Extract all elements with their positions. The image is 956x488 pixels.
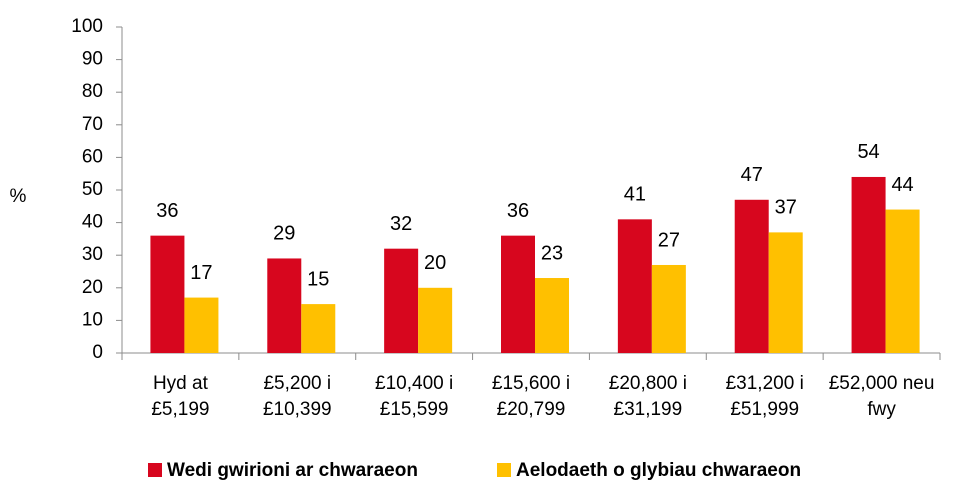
y-tick-label: 40: [82, 212, 103, 233]
y-tick-label: 0: [92, 342, 103, 363]
x-tick-label: £5,200 i: [263, 373, 331, 394]
legend-swatch: [497, 463, 511, 477]
y-tick-label: 10: [82, 309, 103, 330]
y-tick-label: 50: [82, 179, 103, 200]
data-label: 27: [658, 229, 680, 251]
y-tick-label: 100: [71, 16, 103, 37]
x-tick-label: £20,800 i: [609, 373, 687, 394]
bar: [301, 304, 336, 353]
data-label: 36: [507, 200, 529, 222]
bar: [768, 232, 803, 353]
data-label: 41: [624, 184, 646, 206]
y-tick-label: 60: [82, 146, 103, 167]
data-label: 29: [273, 223, 295, 245]
x-tick-label: £15,600 i: [492, 373, 570, 394]
bar: [617, 219, 652, 353]
data-label: 17: [190, 262, 212, 284]
bar: [384, 248, 419, 353]
bar: [885, 209, 920, 353]
y-tick-label: 80: [82, 81, 103, 102]
bar: [535, 278, 569, 353]
data-label: 44: [891, 174, 913, 196]
x-tick-label: £5,199: [151, 399, 209, 420]
legend-label: Wedi gwirioni ar chwaraeon: [167, 460, 418, 481]
x-tick-label: £15,599: [380, 399, 449, 420]
x-tick-label: fwy: [867, 399, 896, 420]
data-label: 20: [424, 252, 446, 274]
x-tick-label: £10,399: [263, 399, 332, 420]
y-tick-label: 90: [82, 49, 103, 70]
data-label: 32: [390, 213, 412, 235]
y-tick-label: 20: [82, 277, 103, 298]
bar: [150, 235, 185, 353]
x-tick-label: £51,999: [730, 399, 799, 420]
x-tick-label: £31,200 i: [726, 373, 804, 394]
bar: [501, 235, 535, 353]
x-tick-label: £20,799: [497, 399, 566, 420]
data-label: 54: [857, 141, 879, 163]
bar: [184, 297, 219, 353]
data-label: 23: [541, 242, 563, 264]
bar: [734, 199, 769, 353]
bar: [651, 264, 686, 353]
x-tick-label: £10,400 i: [375, 373, 453, 394]
bar: [267, 258, 302, 353]
legend-swatch: [148, 463, 162, 477]
bar: [851, 176, 886, 353]
y-tick-label: 30: [82, 244, 103, 265]
x-tick-label: Hyd at: [153, 373, 209, 394]
data-label: 37: [775, 197, 797, 219]
data-label: 15: [307, 268, 329, 290]
bar: [418, 287, 453, 353]
y-axis-label: %: [10, 186, 27, 207]
data-label: 47: [741, 164, 763, 186]
y-tick-label: 70: [82, 114, 103, 135]
x-tick-label: £52,000 neu: [829, 373, 935, 394]
data-label: 36: [156, 200, 178, 222]
legend-label: Aelodaeth o glybiau chwaraeon: [516, 460, 801, 481]
x-tick-label: £31,199: [614, 399, 683, 420]
